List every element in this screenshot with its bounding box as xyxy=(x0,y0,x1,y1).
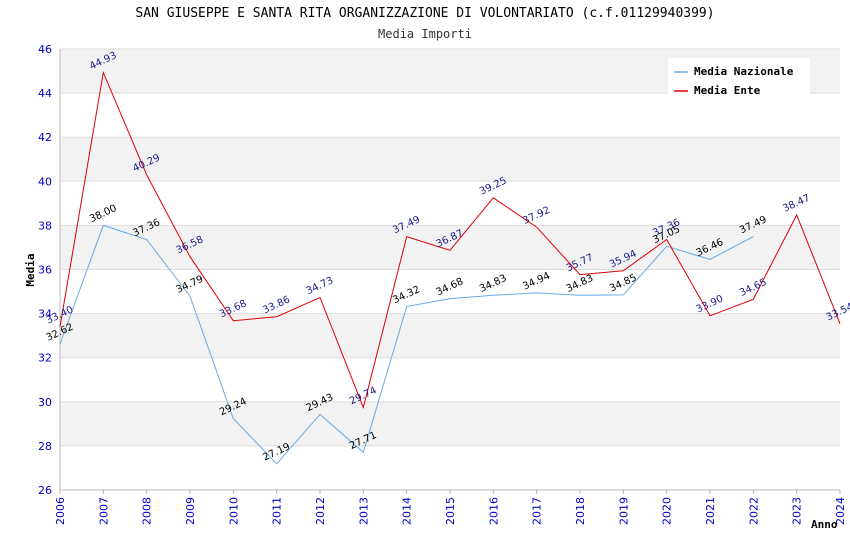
series-line-media-nazionale xyxy=(59,224,754,465)
y-tick-label: 40 xyxy=(38,175,52,188)
y-tick-label: 30 xyxy=(38,396,52,409)
x-tick-label: 2010 xyxy=(227,497,240,525)
data-label: 34.85 xyxy=(608,273,639,295)
y-tick-label: 26 xyxy=(38,484,52,497)
legend-label-media-nazionale: Media Nazionale xyxy=(694,65,794,78)
x-tick-label: 2013 xyxy=(357,497,370,525)
legend: Media Nazionale Media Ente xyxy=(668,58,810,98)
x-tick-label: 2007 xyxy=(97,497,110,525)
data-label: 34.83 xyxy=(478,273,509,295)
y-tick-label: 46 xyxy=(38,43,52,56)
series-line-media-ente xyxy=(59,70,841,410)
x-tick-label: 2020 xyxy=(661,497,674,525)
y-tick-label: 34 xyxy=(38,308,52,321)
grid-band xyxy=(60,137,840,182)
x-tick-label: 2019 xyxy=(617,497,630,525)
chart-subtitle: Media Importi xyxy=(378,27,472,41)
data-label: 38.47 xyxy=(781,193,812,215)
data-label: 34.79 xyxy=(175,274,206,296)
x-tick-label: 2006 xyxy=(54,497,67,525)
x-tick-label: 2021 xyxy=(704,497,717,525)
x-tick-label: 2012 xyxy=(314,497,327,525)
x-axis-title: Anno xyxy=(811,518,838,531)
legend-label-media-ente: Media Ente xyxy=(694,84,761,97)
data-label: 34.94 xyxy=(521,271,552,293)
data-label: 34.32 xyxy=(391,284,422,306)
x-tick-label: 2024 xyxy=(834,497,847,525)
y-tick-label: 44 xyxy=(38,87,52,100)
grid-band xyxy=(60,313,840,358)
x-tick-label: 2014 xyxy=(401,497,414,525)
y-axis-title: Media xyxy=(24,253,37,286)
x-tick-label: 2022 xyxy=(747,497,760,525)
x-tick-label: 2017 xyxy=(531,497,544,525)
grid-band xyxy=(60,225,840,270)
data-label: 33.86 xyxy=(261,294,292,316)
data-label: 37.92 xyxy=(521,205,552,227)
x-tick-label: 2018 xyxy=(574,497,587,525)
x-tick-label: 2009 xyxy=(184,497,197,525)
grid-band xyxy=(60,401,840,446)
y-tick-label: 32 xyxy=(38,352,52,365)
x-tick-label: 2023 xyxy=(791,497,804,525)
data-label: 34.65 xyxy=(738,277,769,299)
y-tick-label: 38 xyxy=(38,219,52,232)
x-tick-label: 2008 xyxy=(141,497,154,525)
y-tick-label: 42 xyxy=(38,131,52,144)
data-label: 34.83 xyxy=(565,273,596,295)
x-tick-label: 2015 xyxy=(444,497,457,525)
data-label: 38.00 xyxy=(88,203,119,225)
y-tick-label: 36 xyxy=(38,264,52,277)
y-tick-label: 28 xyxy=(38,440,52,453)
data-label: 34.73 xyxy=(305,275,336,297)
chart-title: SAN GIUSEPPE E SANTA RITA ORGANIZZAZIONE… xyxy=(135,6,715,21)
legend-box xyxy=(668,58,810,98)
data-label: 34.68 xyxy=(435,276,466,298)
x-tick-label: 2016 xyxy=(487,497,500,525)
x-tick-label: 2011 xyxy=(271,497,284,525)
